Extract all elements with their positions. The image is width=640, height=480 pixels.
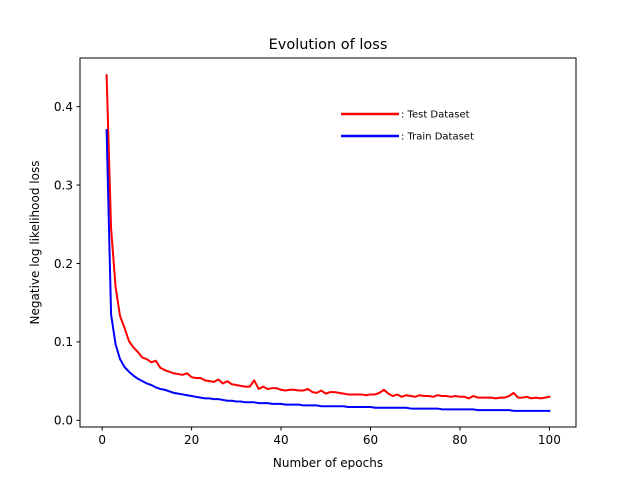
y-axis-label: Negative log likelihood loss [28, 161, 42, 325]
y-tick-label: 0.2 [54, 257, 73, 271]
y-tick-label: 0.4 [54, 100, 73, 114]
chart-title: Evolution of loss [269, 37, 388, 53]
x-axis: 0 20 40 60 80 100 [98, 427, 561, 447]
x-tick-label: 0 [98, 433, 106, 447]
y-tick-label: 0.1 [54, 335, 73, 349]
y-tick-label: 0.3 [54, 178, 73, 192]
legend-label-1: : Test Dataset [401, 110, 470, 121]
x-tick-label: 40 [273, 433, 288, 447]
x-tick-label: 20 [184, 433, 199, 447]
y-tick-label: 0.0 [54, 414, 73, 428]
x-axis-label: Number of epochs [273, 456, 383, 470]
series-line-2 [105, 129, 551, 412]
x-tick-label: 60 [363, 433, 378, 447]
x-tick-label: 80 [452, 433, 467, 447]
y-axis: 0.0 0.1 0.2 0.3 0.4 [54, 100, 80, 428]
legend: : Test Dataset : Train Dataset [341, 110, 474, 143]
legend-label-2: : Train Dataset [401, 132, 474, 143]
x-tick-label: 100 [538, 433, 561, 447]
series-line-1 [105, 74, 551, 400]
series-layer [105, 74, 551, 412]
plot-frame [79, 57, 577, 428]
